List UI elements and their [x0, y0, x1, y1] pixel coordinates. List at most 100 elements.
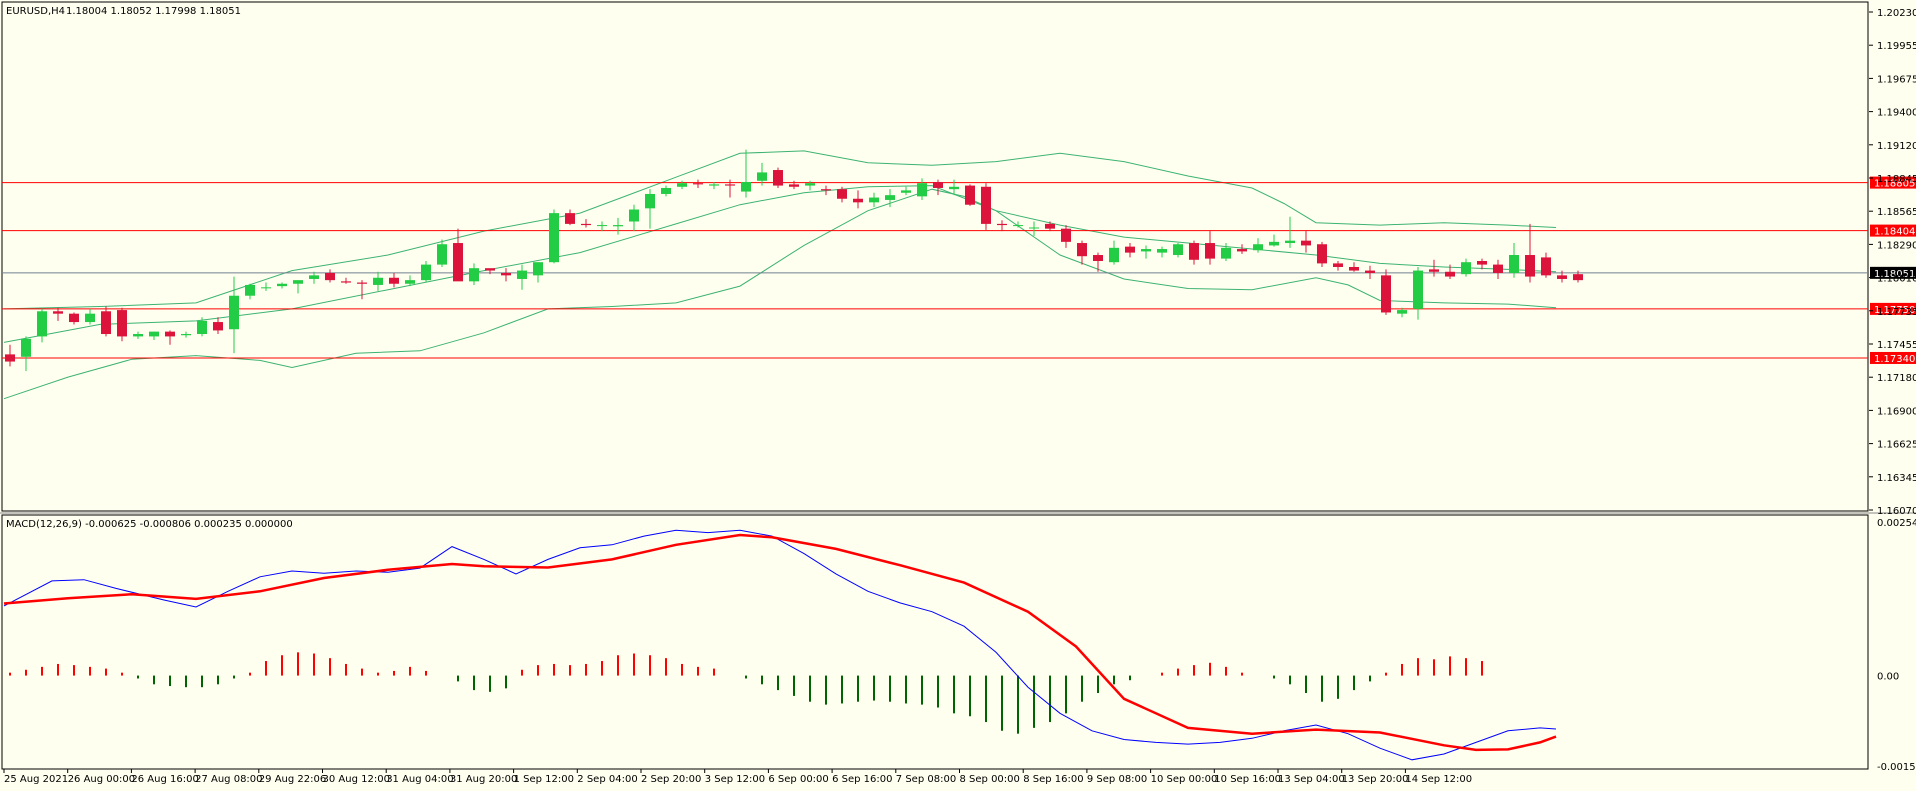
candle-body: [1141, 249, 1151, 252]
price-tick-label: 1.18010: [1877, 274, 1916, 285]
macd-title: MACD(12,26,9) -0.000625 -0.000806 0.0002…: [6, 519, 293, 530]
candle: [165, 330, 175, 345]
candle-body: [1253, 244, 1263, 251]
candle: [117, 307, 127, 342]
candle-body: [1093, 255, 1103, 261]
candle: [805, 180, 815, 191]
candle: [181, 331, 191, 338]
candle-body: [821, 189, 831, 191]
candle-body: [853, 198, 863, 203]
candle: [965, 184, 975, 206]
time-tick-label: 1 Sep 12:00: [514, 774, 574, 785]
candle: [1541, 252, 1551, 278]
candle: [1189, 240, 1199, 265]
candle: [869, 192, 879, 208]
candle-body: [149, 331, 159, 337]
candle-body: [1477, 261, 1487, 265]
candle: [757, 162, 767, 186]
candle: [389, 272, 399, 288]
candle-body: [37, 311, 47, 337]
candle: [1029, 221, 1039, 236]
candle-body: [981, 186, 991, 224]
candle: [821, 185, 831, 196]
candle-body: [1061, 228, 1071, 242]
candle-body: [789, 184, 799, 187]
candle-body: [1493, 264, 1503, 273]
candle-body: [213, 322, 223, 331]
macd-series: [3, 529, 1557, 761]
level-price-tag: [1870, 176, 1916, 189]
candle-body: [1381, 275, 1391, 313]
candle-body: [581, 223, 591, 226]
candle-body: [1237, 249, 1247, 252]
candle-body: [309, 275, 319, 279]
candle: [37, 308, 47, 343]
level-price-tag: [1870, 302, 1916, 315]
candle: [1477, 258, 1487, 270]
candle: [997, 220, 1007, 232]
candle: [405, 275, 415, 287]
macd-pane-frame: [1, 514, 1869, 770]
candle: [421, 261, 431, 283]
candle-body: [661, 187, 671, 194]
candle: [325, 269, 335, 283]
band-upper-line: [3, 150, 1557, 310]
candle: [981, 183, 991, 230]
candle: [1381, 269, 1391, 315]
time-tick-label: 29 Aug 22:06: [259, 774, 326, 785]
price-tick-label: 1.20230: [1877, 8, 1916, 19]
candle: [773, 167, 783, 188]
candle-body: [533, 262, 543, 276]
price-tick-label: 1.17455: [1877, 340, 1916, 351]
candle-body: [501, 272, 511, 276]
candle-body: [357, 282, 367, 284]
bollinger-bands: [3, 150, 1557, 400]
candle-body: [421, 264, 431, 281]
macd-line: [3, 529, 1557, 761]
candle-body: [1429, 269, 1439, 272]
candle-body: [1221, 247, 1231, 259]
candle-body: [485, 268, 495, 271]
candle: [1573, 270, 1583, 283]
candle: [53, 307, 63, 321]
level-price-label: 1.17340: [1874, 354, 1915, 365]
candle: [453, 228, 463, 282]
candle-body: [373, 277, 383, 285]
macd-tick-label: -0.001522: [1877, 762, 1916, 773]
macd-axis: 0.00254 0.00 -0.001522: [1877, 518, 1916, 773]
price-pane-frame: [1, 1, 1869, 512]
candle: [69, 312, 79, 325]
level-price-label: 1.17750: [1874, 305, 1915, 316]
candle-body: [517, 270, 527, 279]
candle: [693, 179, 703, 188]
macd-tick-label: 0.00: [1877, 672, 1899, 683]
candle: [597, 221, 607, 232]
candle: [197, 317, 207, 337]
time-tick-label: 8 Sep 16:00: [1023, 774, 1083, 785]
candle: [437, 239, 447, 267]
candle-body: [709, 184, 719, 186]
candle-body: [1205, 243, 1215, 259]
candle-body: [1013, 225, 1023, 227]
candle-body: [277, 283, 287, 287]
candle: [1077, 240, 1087, 265]
time-tick-label: 9 Sep 08:00: [1087, 774, 1147, 785]
candle: [1237, 244, 1247, 254]
candle-body: [325, 272, 335, 281]
candle-body: [933, 181, 943, 188]
candle-body: [1045, 223, 1055, 229]
candle-body: [1365, 270, 1375, 273]
candle-body: [741, 181, 751, 192]
candle: [309, 271, 319, 284]
candle-body: [245, 284, 255, 296]
candle: [85, 308, 95, 325]
candle: [1061, 225, 1071, 248]
candle: [1141, 245, 1151, 259]
level-price-label: 1.18805: [1874, 179, 1915, 190]
candle-body: [629, 209, 639, 222]
candle-body: [1445, 271, 1455, 277]
candle: [533, 262, 543, 283]
candle-body: [197, 320, 207, 335]
